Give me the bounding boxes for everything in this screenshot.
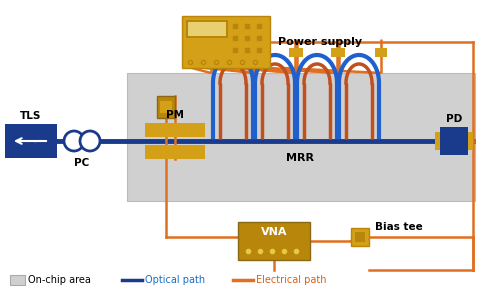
Bar: [157, 96, 175, 118]
Text: MRR: MRR: [286, 153, 314, 163]
Text: Optical path: Optical path: [145, 275, 205, 285]
Bar: [127, 73, 475, 201]
Bar: [182, 16, 270, 68]
Bar: [355, 232, 365, 242]
Text: Electrical path: Electrical path: [256, 275, 326, 285]
Bar: [289, 48, 301, 57]
Bar: [5, 124, 57, 158]
Circle shape: [80, 131, 100, 151]
Text: ~: ~: [26, 134, 40, 149]
Circle shape: [64, 131, 84, 151]
Bar: [247, 48, 259, 57]
Text: PC: PC: [74, 158, 90, 168]
Bar: [331, 48, 343, 57]
Bar: [249, 48, 261, 57]
Text: TLS: TLS: [20, 111, 42, 121]
Bar: [435, 132, 440, 150]
Text: PM: PM: [166, 110, 184, 120]
Bar: [333, 48, 345, 57]
Text: Power supply: Power supply: [278, 37, 362, 47]
Bar: [468, 132, 473, 150]
Bar: [188, 22, 226, 36]
Bar: [10, 275, 25, 285]
Text: Bias tee: Bias tee: [375, 222, 423, 232]
Bar: [186, 20, 228, 38]
Bar: [351, 228, 369, 246]
Bar: [291, 48, 303, 57]
Bar: [145, 123, 205, 137]
Text: On-chip area: On-chip area: [28, 275, 91, 285]
Bar: [440, 127, 468, 155]
Bar: [145, 145, 205, 159]
Text: VNA: VNA: [261, 227, 287, 237]
Bar: [238, 222, 310, 260]
Bar: [160, 101, 172, 113]
Bar: [375, 48, 387, 57]
Text: PD: PD: [446, 114, 462, 124]
Bar: [205, 48, 217, 57]
